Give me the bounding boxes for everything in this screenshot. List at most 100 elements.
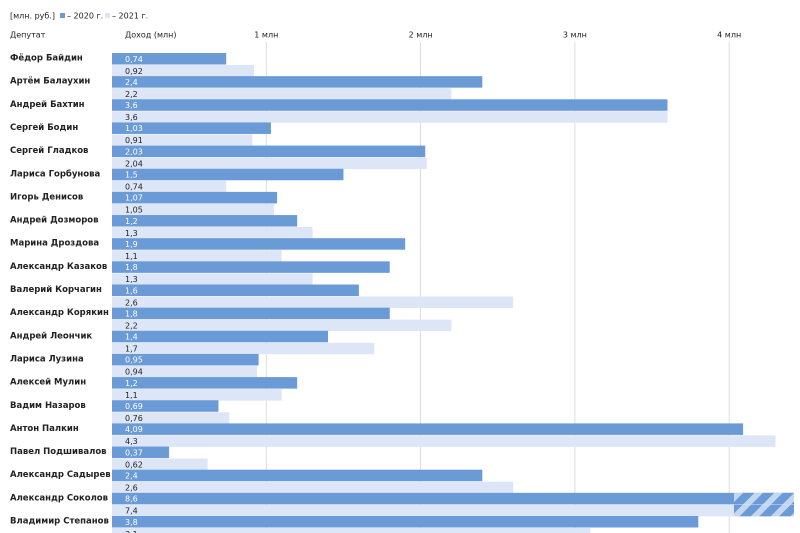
value-label: 1,1: [125, 391, 138, 400]
category-label: Александр Корякин: [10, 308, 109, 318]
value-label: 1,03: [125, 124, 143, 133]
category-label: Андрей Бахтин: [10, 100, 85, 110]
category-label: Сергей Бодин: [10, 123, 78, 133]
category-label: Игорь Денисов: [10, 192, 83, 202]
value-label: 0,69: [125, 402, 143, 411]
legend-label: – 2021 г.: [112, 12, 148, 21]
value-label: 1,1: [125, 252, 138, 261]
category-label: Вадим Назаров: [10, 401, 86, 411]
x-tick-label: 1 млн: [254, 31, 278, 40]
value-label: 2,4: [125, 471, 138, 480]
bar: [112, 99, 668, 111]
bar: [112, 400, 219, 412]
overflow-hatch: [734, 504, 794, 517]
x-tick-label: 4 млн: [717, 31, 741, 40]
value-label: 0,74: [125, 55, 143, 64]
value-label: 2,03: [125, 147, 143, 156]
category-label: Валерий Корчагин: [10, 285, 102, 295]
value-label: 1,05: [125, 206, 143, 215]
value-label: 4,09: [125, 425, 143, 434]
bar: [112, 342, 375, 355]
bar: [112, 516, 699, 528]
value-label: 2,2: [125, 90, 138, 99]
category-label: Владимир Степанов: [10, 517, 109, 527]
value-label: 0,95: [125, 356, 143, 365]
value-label: 1,3: [125, 275, 138, 284]
bar: [112, 76, 483, 88]
legend-swatch: [105, 13, 110, 18]
value-label: 0,94: [125, 368, 143, 377]
bar: [112, 227, 313, 239]
category-label: Фёдор Байдин: [10, 54, 83, 64]
x-tick-label: 2 млн: [409, 31, 433, 40]
value-label: 3,8: [125, 518, 138, 527]
value-label: 7,4: [125, 507, 138, 516]
bar: [112, 296, 514, 308]
bar: [112, 389, 282, 401]
value-label: 1,7: [125, 345, 138, 354]
value-header: Доход (млн): [125, 31, 176, 40]
value-label: 0,76: [125, 414, 143, 423]
bar: [112, 168, 344, 181]
value-label: 3,6: [125, 113, 138, 122]
bar: [112, 250, 282, 262]
category-header: Депутат: [10, 31, 46, 40]
category-label: Павел Подшивалов: [10, 447, 107, 457]
bar: [112, 65, 254, 77]
value-label: 3,6: [125, 101, 138, 110]
value-label: 0,37: [125, 448, 143, 457]
bar: [112, 319, 452, 332]
bar: [112, 145, 426, 158]
value-label: 2,4: [125, 78, 138, 87]
category-label: Сергей Гладков: [10, 146, 88, 156]
bar: [112, 215, 298, 227]
category-label: Лариса Горбунова: [10, 168, 100, 179]
bar: [112, 238, 406, 250]
bar: [112, 111, 668, 123]
bar: [112, 353, 259, 366]
category-label: Андрей Леончик: [10, 331, 92, 341]
value-label: 3,1: [125, 530, 138, 533]
x-tick-label: 3 млн: [563, 31, 587, 40]
category-label: Александр Соколов: [10, 493, 108, 503]
value-label: 2,2: [125, 321, 138, 330]
unit-note: [млн. руб.]: [10, 12, 55, 21]
value-label: 0,92: [125, 67, 143, 76]
bar: [112, 261, 390, 273]
value-label: 8,6: [125, 495, 138, 504]
value-label: 0,91: [125, 136, 143, 145]
value-label: 1,3: [125, 229, 138, 238]
value-label: 1,5: [125, 171, 138, 180]
value-label: 1,4: [125, 333, 138, 342]
bar: [112, 307, 390, 320]
value-label: 1,07: [125, 194, 143, 203]
category-label: Александр Садырев: [10, 470, 111, 480]
legend-swatch: [60, 13, 65, 18]
value-label: 2,6: [125, 298, 138, 307]
value-label: 2,04: [125, 159, 143, 168]
bar: [112, 446, 170, 459]
bar: [112, 469, 483, 482]
value-label: 1,8: [125, 309, 138, 318]
bar: [112, 134, 253, 146]
bar: [112, 458, 208, 471]
bar: [112, 53, 227, 65]
category-label: Александр Казаков: [10, 262, 107, 272]
value-label: 1,6: [125, 286, 138, 295]
category-label: Антон Палкин: [10, 424, 79, 434]
bar: [112, 435, 776, 447]
bar: [112, 88, 452, 100]
bar: [112, 412, 230, 424]
value-label: 4,3: [125, 437, 138, 446]
value-label: 1,8: [125, 263, 138, 272]
bar: [112, 284, 359, 296]
value-label: 2,6: [125, 483, 138, 492]
bar: [112, 504, 794, 517]
category-label: Марина Дроздова: [10, 239, 99, 249]
bar: [112, 180, 227, 193]
legend-label: – 2020 г.: [67, 12, 103, 21]
bar: [112, 157, 427, 170]
bar: [112, 330, 329, 343]
value-label: 0,62: [125, 460, 143, 469]
